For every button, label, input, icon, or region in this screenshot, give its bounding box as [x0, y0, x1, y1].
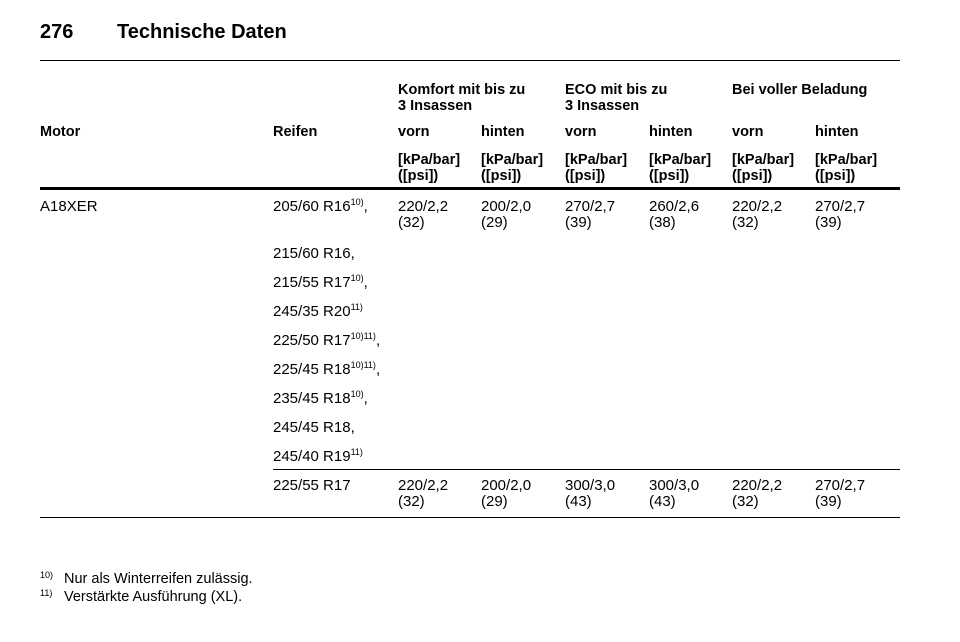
- pressure: 220/2,2 (32): [732, 477, 783, 510]
- tire-text: 225/55 R17: [273, 477, 351, 494]
- column-header: Reifen: [273, 124, 318, 140]
- row-rule: [273, 469, 900, 470]
- footnote-ref: 10)11): [350, 360, 376, 370]
- table-head-rule: [40, 187, 900, 190]
- tire-text: 205/60 R16: [273, 198, 351, 215]
- tire-size: 235/45 R1810),: [273, 389, 368, 407]
- tire-text: 225/50 R17: [273, 332, 351, 349]
- tire-size: 215/55 R1710),: [273, 273, 368, 291]
- group-header: Bei voller Beladung: [732, 82, 868, 98]
- unit-header: [kPa/bar] ([psi]): [815, 152, 878, 184]
- pressure: 300/3,0 (43): [649, 477, 700, 510]
- header-rule: [40, 60, 900, 61]
- tire-size: 245/35 R2011): [273, 302, 363, 320]
- tire-text: 245/35 R20: [273, 303, 351, 320]
- pressure: 300/3,0 (43): [565, 477, 616, 510]
- tire-suffix: ,: [375, 361, 381, 378]
- column-header: Motor: [40, 124, 81, 140]
- tire-text: 225/45 R18: [273, 361, 351, 378]
- tire-suffix: ,: [363, 390, 368, 407]
- tire-text: 245/40 R19: [273, 448, 351, 465]
- tire-size: 215/60 R16,: [273, 246, 355, 262]
- motor: A18XER: [40, 198, 98, 215]
- pressure: 220/2,2 (32): [398, 477, 449, 510]
- column-header: hinten: [649, 124, 693, 140]
- tire-suffix: ,: [375, 332, 381, 349]
- column-header: vorn: [565, 124, 597, 140]
- tire-text: 245/45 R18,: [273, 419, 355, 436]
- pressure: 220/2,2 (32): [398, 198, 449, 231]
- unit-header: [kPa/bar] ([psi]): [649, 152, 712, 184]
- column-header: hinten: [815, 124, 859, 140]
- page-number: 276: [40, 21, 74, 43]
- footnote-ref: 11): [350, 447, 363, 457]
- pressure: 220/2,2 (32): [732, 198, 783, 231]
- tire-suffix: ,: [363, 274, 368, 291]
- pressure: 200/2,0 (29): [481, 198, 532, 231]
- table-end-rule: [40, 517, 900, 518]
- page-title: Technische Daten: [117, 21, 287, 43]
- pressure: 200/2,0 (29): [481, 477, 532, 510]
- footnote-text: Nur als Winterreifen zulässig.: [64, 571, 253, 587]
- footnote-ref: 10): [350, 197, 364, 207]
- unit-header: [kPa/bar] ([psi]): [732, 152, 795, 184]
- pressure: 270/2,7 (39): [565, 198, 616, 231]
- column-header: vorn: [398, 124, 430, 140]
- footnote-mark: 11): [40, 588, 53, 598]
- column-header: vorn: [732, 124, 764, 140]
- unit-header: [kPa/bar] ([psi]): [565, 152, 628, 184]
- pressure: 260/2,6 (38): [649, 198, 700, 231]
- tire-text: 235/45 R18: [273, 390, 351, 407]
- footnote-mark: 10): [40, 570, 54, 580]
- pressure: 270/2,7 (39): [815, 198, 866, 231]
- group-header: Komfort mit bis zu 3 Insassen: [398, 82, 526, 114]
- tire-text: 215/55 R17: [273, 274, 351, 291]
- tire-text: 215/60 R16,: [273, 245, 355, 262]
- tire-size: 245/45 R18,: [273, 420, 355, 436]
- unit-header: [kPa/bar] ([psi]): [398, 152, 461, 184]
- footnote-ref: 11): [350, 302, 363, 312]
- tire-size: 205/60 R1610),: [273, 197, 368, 215]
- tire-size: 245/40 R1911): [273, 447, 363, 465]
- tire-size: 225/50 R1710)11),: [273, 331, 381, 349]
- footnote-ref: 10): [350, 273, 364, 283]
- column-header: hinten: [481, 124, 525, 140]
- group-header: ECO mit bis zu 3 Insassen: [565, 82, 668, 114]
- tire-size: 225/55 R17: [273, 478, 351, 494]
- unit-header: [kPa/bar] ([psi]): [481, 152, 544, 184]
- footnote-text: Verstärkte Ausführung (XL).: [64, 589, 243, 605]
- tire-size: 225/45 R1810)11),: [273, 360, 381, 378]
- footnote-ref: 10): [350, 389, 364, 399]
- pressure: 270/2,7 (39): [815, 477, 866, 510]
- footnote-ref: 10)11): [350, 331, 376, 341]
- tire-suffix: ,: [363, 198, 368, 215]
